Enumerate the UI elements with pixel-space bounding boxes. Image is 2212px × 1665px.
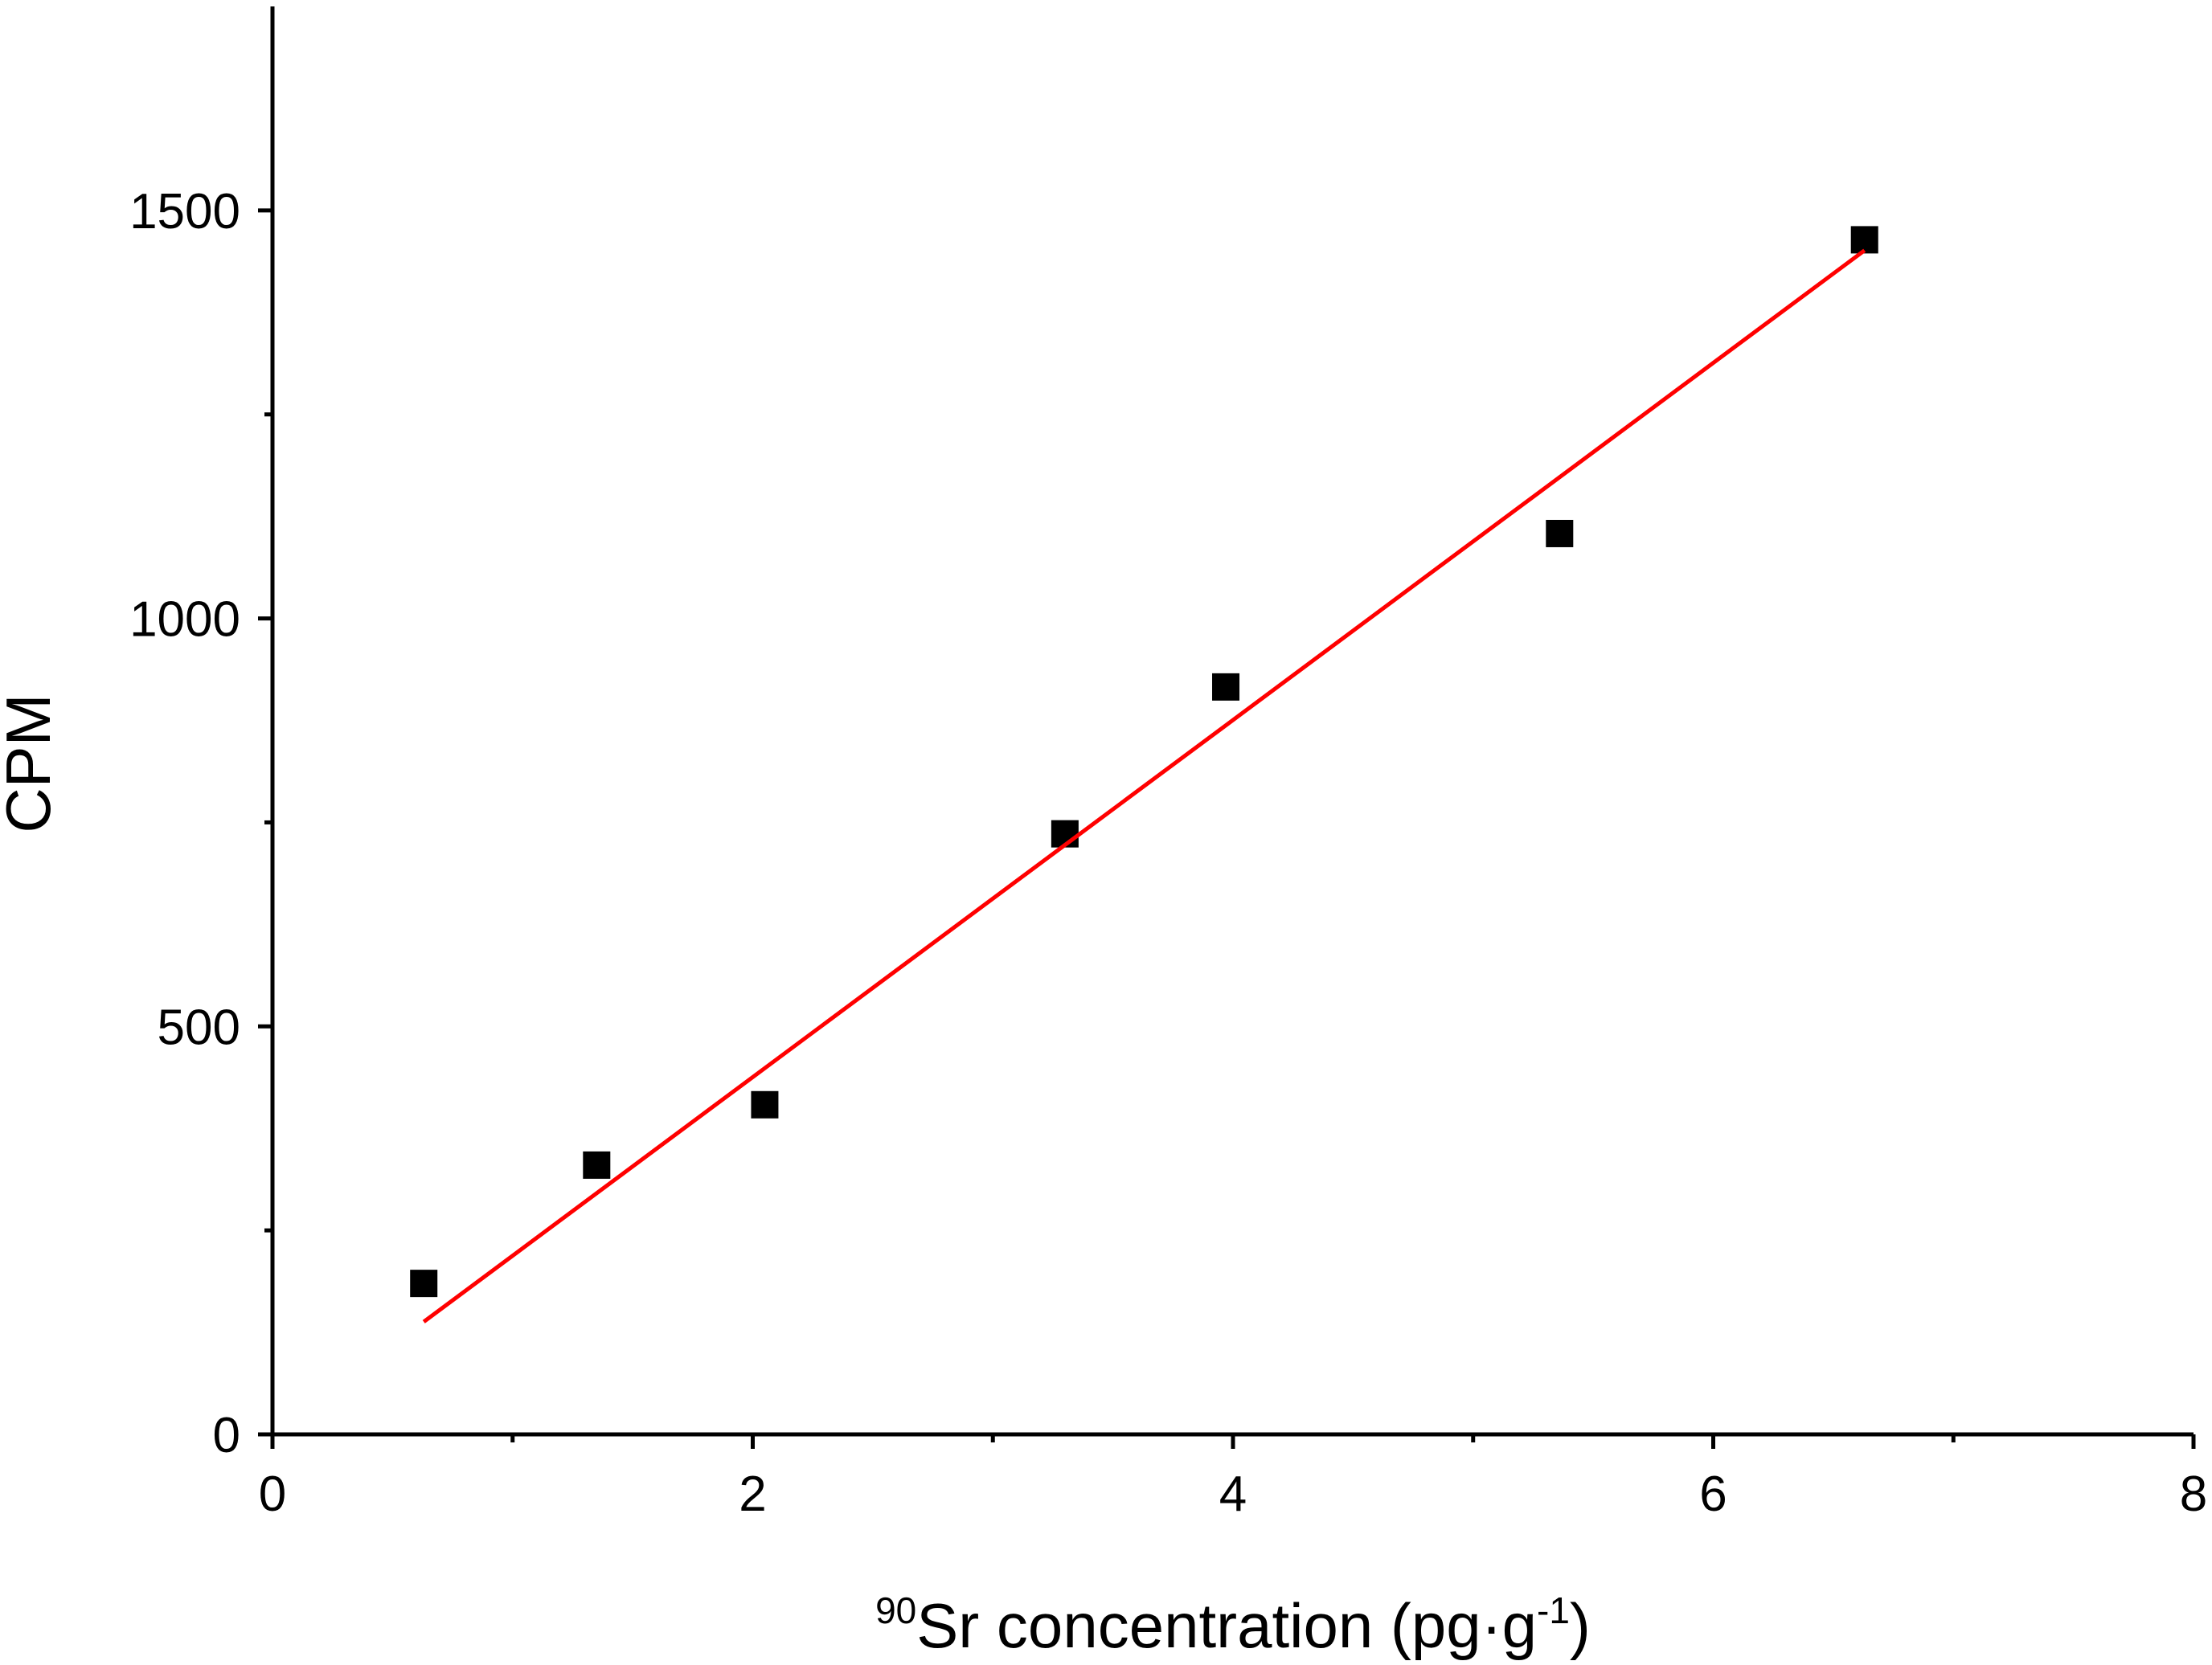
x-title-superscript-2: -1 bbox=[1537, 1589, 1570, 1631]
axes: 0 2 4 6 8 0 500 1000 1500 bbox=[129, 6, 2207, 1522]
x-tick-label: 6 bbox=[1699, 1467, 1727, 1522]
x-tick-label: 2 bbox=[739, 1467, 766, 1522]
y-tick-label: 1500 bbox=[129, 184, 240, 239]
x-tick-label: 8 bbox=[2180, 1467, 2207, 1522]
x-title-superscript: 90 bbox=[875, 1589, 916, 1631]
fit-line bbox=[422, 248, 1866, 1323]
plot-area bbox=[410, 226, 1878, 1323]
y-tick-label: 500 bbox=[158, 1000, 240, 1055]
y-tick-label: 1000 bbox=[129, 592, 240, 648]
y-axis-title: CPM bbox=[0, 693, 63, 832]
x-title-main: Sr concentration (pg·g bbox=[916, 1590, 1537, 1661]
data-point bbox=[1212, 673, 1240, 701]
data-point bbox=[751, 1090, 779, 1119]
x-tick-label: 4 bbox=[1219, 1467, 1247, 1522]
data-point bbox=[410, 1270, 438, 1298]
data-point bbox=[583, 1151, 611, 1179]
x-title-tail: ) bbox=[1570, 1590, 1591, 1661]
x-tick-label: 0 bbox=[259, 1467, 286, 1522]
y-tick-label: 0 bbox=[213, 1408, 240, 1463]
data-point bbox=[1850, 226, 1878, 254]
x-axis-title: 90Sr concentration (pg·g-1) bbox=[875, 1589, 1591, 1661]
data-point bbox=[1546, 519, 1574, 547]
